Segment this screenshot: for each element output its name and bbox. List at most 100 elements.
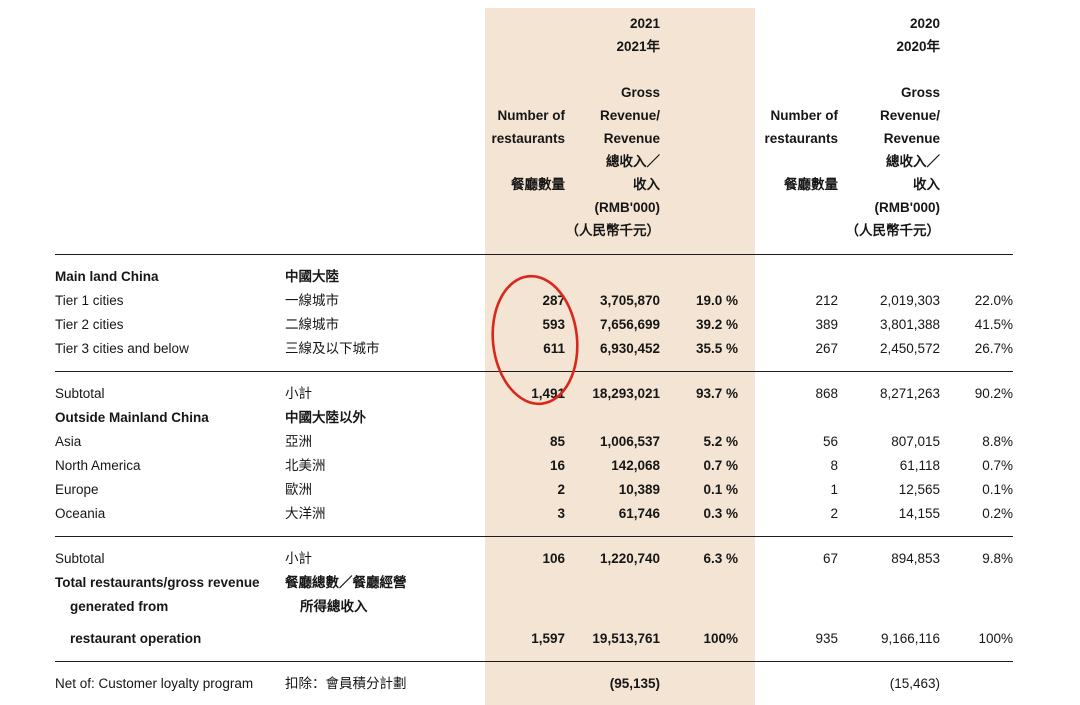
header-text: 餐廳數量 — [784, 177, 838, 192]
value-2021: 611 — [543, 341, 565, 356]
table-row: Oceania 大洋洲 3 61,746 0.3 % 2 14,155 0.2% — [55, 502, 1013, 526]
row-label-en: Europe — [55, 478, 285, 502]
row-label-cn: 中國大陸 — [285, 265, 435, 289]
row-label-en-line: Main land China — [55, 269, 159, 284]
value-2021: 18,293,021 — [592, 386, 660, 401]
value-2020: 2 — [830, 506, 838, 521]
value-2020: 12,565 — [898, 482, 940, 497]
header-text: 收入 — [913, 177, 940, 192]
row-label-en-line: Asia — [55, 434, 82, 449]
row-label-cn-line: 小計 — [285, 386, 312, 401]
row-label-en-line: Tier 2 cities — [55, 317, 124, 332]
value-2021: 6,930,452 — [599, 341, 660, 356]
header-year-2020: 2020 — [909, 16, 940, 31]
value-2020: 389 — [815, 317, 838, 332]
header-text: （人民幣千元） — [845, 223, 941, 238]
value-2020: 14,155 — [898, 506, 940, 521]
value-2020: 0.1% — [982, 482, 1013, 497]
value-2021: (95,135) — [609, 676, 660, 691]
header-year-2021: 2021 — [629, 16, 660, 31]
row-label-en-line: Net of: Customer loyalty program — [55, 676, 254, 691]
header-text: Number of — [770, 108, 839, 123]
table-row: Tier 3 cities and below 三線及以下城市 611 6,930,4… — [55, 337, 1013, 361]
row-label-en: Asia — [55, 430, 285, 454]
value-2020: 56 — [822, 434, 838, 449]
value-2020: 8.8% — [982, 434, 1013, 449]
row-label-en-line: Tier 3 cities and below — [55, 341, 189, 356]
table-row: Asia 亞洲 85 1,006,537 5.2 % 56 807,015 8.8% — [55, 430, 1013, 454]
row-label-en-line: Subtotal — [55, 551, 105, 566]
value-2020: 100% — [978, 631, 1013, 646]
header-text: 餐廳數量 — [511, 177, 565, 192]
row-label-en-line: restaurant operation — [70, 631, 202, 646]
row-label-en-line: generated from — [70, 599, 169, 614]
row-label-cn-line: 歐洲 — [285, 482, 312, 497]
value-2021: 61,746 — [618, 506, 660, 521]
row-label-cn: 北美洲 — [285, 454, 435, 478]
header-text: Number of — [497, 108, 566, 123]
row-label-cn: 小計 — [285, 547, 435, 571]
table-row: Tier 1 cities 一線城市 287 3,705,870 19.0 % 212 2,… — [55, 289, 1013, 313]
table-divider — [55, 661, 1013, 662]
header-text: Revenue/ — [599, 108, 660, 123]
value-2020: 41.5% — [974, 317, 1013, 332]
row-label-en-line: Oceania — [55, 506, 106, 521]
header-text: 收入 — [633, 177, 660, 192]
value-2021: 142,068 — [611, 458, 660, 473]
header-text: Gross — [620, 85, 660, 100]
row-label-cn: 一線城市 — [285, 289, 435, 313]
value-2021: 1,006,537 — [599, 434, 660, 449]
row-label-cn: 亞洲 — [285, 430, 435, 454]
value-2021: 39.2 % — [695, 317, 738, 332]
header-empty-cn-label — [285, 12, 435, 242]
header-2020-revenue: 2020 2020年 Gross Revenue/ Revenue 總收入／ 收… — [838, 12, 941, 242]
table-row: Europe 歐洲 2 10,389 0.1 % 1 12,565 0.1% — [55, 478, 1013, 502]
value-2020: 67 — [822, 551, 838, 566]
header-text: Revenue — [883, 131, 940, 146]
row-label-cn: 歐洲 — [285, 478, 435, 502]
row-label-en: Oceania — [55, 502, 285, 526]
value-2021: 100% — [703, 631, 738, 646]
value-2021: 3,705,870 — [599, 293, 660, 308]
row-label-cn-line: 亞洲 — [285, 434, 312, 449]
value-2020: 212 — [815, 293, 838, 308]
row-label-cn: 小計 — [285, 382, 435, 406]
table-row: Net of: Customer loyalty program 扣除：會員積分計… — [55, 672, 1013, 696]
value-2020: 8 — [830, 458, 838, 473]
row-label-en: North America — [55, 454, 285, 478]
header-empty-en-label — [55, 12, 285, 242]
header-text: Revenue — [603, 131, 660, 146]
row-label-cn: 三線及以下城市 — [285, 337, 435, 361]
row-label-en-line: North America — [55, 458, 141, 473]
row-label-cn-line: 小計 — [285, 551, 312, 566]
header-year-2021-cn: 2021年 — [616, 39, 660, 54]
value-2021: 593 — [542, 317, 565, 332]
row-label-en-line: Outside Mainland China — [55, 410, 209, 425]
value-2021: 0.7 % — [703, 458, 738, 473]
value-2021: 35.5 % — [695, 341, 738, 356]
row-label-cn-line: 一線城市 — [285, 293, 339, 308]
header-year-2020-cn: 2020年 — [896, 39, 940, 54]
value-2021: 2 — [557, 482, 565, 497]
value-2021: 19,513,761 — [592, 631, 660, 646]
row-label-cn: 二線城市 — [285, 313, 435, 337]
header-2020-restaurant-count: Number of restaurants 餐廳數量 — [738, 12, 838, 242]
value-2020: 868 — [815, 386, 838, 401]
row-label-cn-line: 大洋洲 — [285, 506, 326, 521]
value-2020: 9.8% — [982, 551, 1013, 566]
value-2021: 19.0 % — [695, 293, 738, 308]
value-2021: 287 — [542, 293, 565, 308]
row-label-cn: 餐廳總數／餐廳經營 所得總收入 — [285, 571, 435, 619]
header-text: 總收入／ — [606, 154, 660, 169]
table-row: Subtotal 小計 1,491 18,293,021 93.7 % 868 8,271,… — [55, 382, 1013, 406]
value-2020: 0.7% — [982, 458, 1013, 473]
value-2021: 106 — [542, 551, 565, 566]
row-label-en: Tier 1 cities — [55, 289, 285, 313]
value-2020: 2,019,303 — [879, 293, 940, 308]
value-2020: 26.7% — [974, 341, 1013, 356]
row-label-en-line: Total restaurants/gross revenue — [55, 575, 260, 590]
header-text: Gross — [900, 85, 940, 100]
header-text: 總收入／ — [886, 154, 940, 169]
value-2020: 2,450,572 — [879, 341, 940, 356]
table-content: Number of restaurants 餐廳數量 2021 2021年 Gr… — [55, 0, 1013, 705]
